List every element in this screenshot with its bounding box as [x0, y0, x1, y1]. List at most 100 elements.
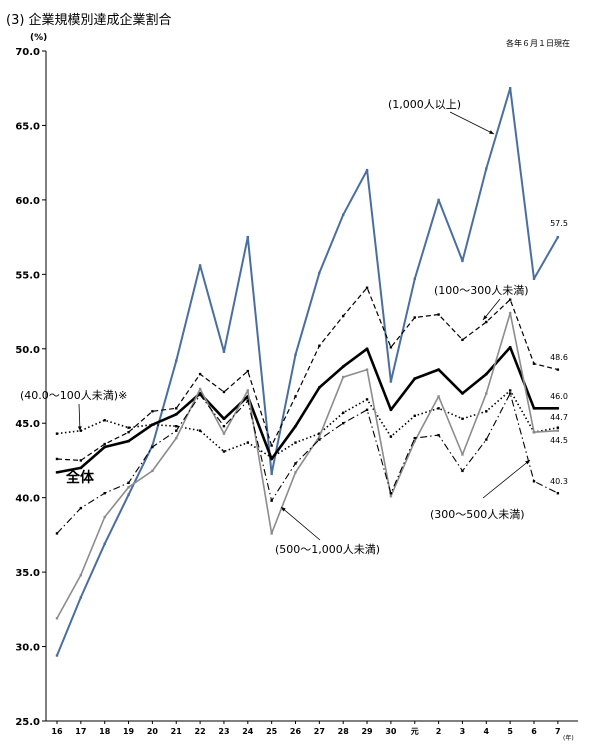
y-tick-label: 65.0	[15, 121, 40, 132]
data-point	[508, 311, 512, 315]
data-point	[556, 368, 560, 371]
y-tick-label: 50.0	[15, 345, 40, 356]
series-line	[56, 389, 559, 459]
x-tick-label: 元	[411, 727, 419, 736]
data-point	[270, 456, 273, 459]
data-point	[270, 457, 273, 461]
series-line	[56, 87, 559, 656]
data-point	[508, 392, 512, 395]
chart-annotations: 57.5 48.6 46.0 44.7 44.5 40.3 (1,000人以上) (100〜3…	[20, 98, 568, 556]
end-value-label: 44.7	[550, 413, 568, 422]
data-point	[389, 435, 393, 438]
data-point	[485, 372, 488, 376]
data-point	[342, 411, 345, 414]
x-tick-label: 3	[460, 727, 466, 736]
data-point	[413, 436, 416, 440]
data-point	[508, 298, 512, 301]
x-tick-label: 30	[385, 727, 397, 736]
annotation-40-100: (40.0〜100人未満)※	[20, 389, 127, 402]
data-point	[365, 286, 369, 289]
data-point	[198, 372, 202, 376]
data-point	[79, 506, 83, 510]
annotation-500-1000: (500〜1,000人未満)	[275, 543, 380, 556]
annotation-100-300: (100〜300人未満)	[434, 284, 529, 297]
x-tick-label: 27	[314, 727, 325, 736]
data-point	[103, 542, 106, 546]
data-point	[389, 492, 393, 495]
data-point	[437, 395, 440, 398]
data-point	[437, 313, 440, 316]
x-tick-label: 26	[290, 727, 302, 736]
data-point	[318, 438, 321, 441]
annotation-arrow-500-1000	[280, 506, 321, 541]
data-point	[365, 347, 369, 350]
data-point	[79, 466, 83, 470]
y-axis-unit: (%)	[30, 33, 48, 43]
data-point	[151, 423, 154, 426]
data-point	[485, 167, 488, 170]
x-tick-label: 23	[218, 727, 229, 736]
x-tick-label: 17	[75, 727, 86, 736]
data-point	[175, 359, 178, 362]
x-tick-label: 2	[436, 727, 442, 736]
data-point	[532, 407, 536, 410]
data-point	[103, 492, 106, 495]
data-point	[532, 430, 536, 434]
annotation-arrow-1000-plus	[449, 111, 495, 135]
data-point	[318, 271, 321, 275]
y-tick-label: 55.0	[15, 270, 40, 281]
data-point	[246, 399, 249, 403]
x-tick-label: 20	[147, 727, 159, 736]
data-point	[103, 419, 106, 422]
data-point	[175, 436, 178, 440]
x-tick-label: 7	[555, 727, 561, 736]
data-point	[389, 380, 393, 383]
data-point	[55, 471, 59, 474]
data-point	[294, 353, 297, 356]
y-tick-label: 30.0	[15, 643, 40, 654]
x-tick-label: 24	[242, 727, 254, 736]
x-tick-label: 4	[484, 727, 490, 736]
data-point	[318, 435, 321, 438]
data-point	[318, 386, 321, 389]
data-point	[151, 445, 154, 449]
x-tick-label: 19	[123, 727, 135, 736]
y-tick-label: 70.0	[15, 47, 40, 58]
annotation-total: 全体	[65, 469, 95, 486]
annotation-1000-plus: (1,000人以上)	[388, 98, 461, 111]
end-value-label: 46.0	[550, 392, 568, 401]
data-point	[365, 408, 369, 412]
x-tick-label: 29	[361, 727, 373, 736]
data-point	[127, 481, 130, 484]
data-point	[222, 350, 226, 353]
annotation-arrow-500-1000-head	[281, 507, 286, 512]
data-point	[485, 438, 488, 441]
data-point	[270, 444, 273, 447]
date-note: 各年６月１日現在	[506, 39, 570, 48]
data-point	[342, 422, 345, 425]
data-point	[508, 346, 512, 349]
data-point	[365, 398, 369, 401]
data-point	[55, 432, 59, 435]
x-tick-label: 16	[51, 727, 63, 736]
data-point	[55, 457, 59, 461]
data-point	[246, 441, 249, 444]
data-point	[246, 389, 249, 392]
data-point	[294, 441, 297, 444]
data-point	[175, 413, 178, 416]
x-tick-label: 21	[171, 727, 183, 736]
data-point	[151, 410, 154, 413]
data-point	[55, 617, 59, 620]
data-point	[342, 365, 345, 368]
data-point	[246, 235, 249, 239]
data-point	[294, 395, 297, 398]
data-point	[556, 426, 560, 429]
x-axis-unit: (年)	[563, 735, 574, 742]
data-point	[461, 417, 464, 420]
data-point	[103, 442, 106, 446]
series-line	[56, 392, 559, 534]
data-point	[437, 368, 440, 371]
end-value-label: 57.5	[550, 219, 568, 228]
end-value-label: 44.5	[550, 436, 568, 445]
